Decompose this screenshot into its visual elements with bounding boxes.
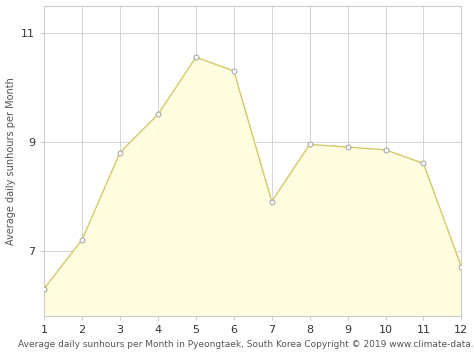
Y-axis label: Average daily sunhours per Month: Average daily sunhours per Month [6,77,16,245]
X-axis label: Average daily sunhours per Month in Pyeongtaek, South Korea Copyright © 2019 www: Average daily sunhours per Month in Pyeo… [18,340,474,349]
